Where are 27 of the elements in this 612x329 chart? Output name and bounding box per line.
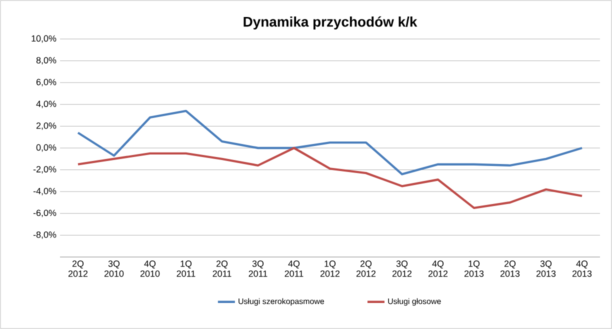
x-tick-label: 3Q 2011 [248,260,268,277]
x-tick-label: 2Q 2012 [356,260,376,277]
x-tick-label: 2Q 2013 [500,260,520,277]
y-tick-label: 2,0% [36,122,56,130]
x-tick-label: 4Q 2013 [572,260,592,277]
x-tick-label: 4Q 2011 [284,260,304,277]
y-tick-label: -2,0% [33,166,56,174]
x-tick-label: 4Q 2012 [428,260,448,277]
y-tick-label: -4,0% [33,188,56,196]
x-tick-label: 4Q 2010 [140,260,160,277]
y-tick-label: -6,0% [33,210,56,218]
x-tick-label: 2Q 2011 [212,260,232,277]
y-tick-label: 10,0% [32,35,56,43]
x-tick-label: 3Q 2010 [104,260,124,277]
y-tick-label: 0,0% [36,144,56,152]
y-tick-label: 4,0% [36,100,56,108]
y-tick-label: 8,0% [36,57,56,64]
x-tick-label: 2Q 2012 [68,260,88,277]
line-series [76,110,584,176]
chart-title: Dynamika przychodów k/k [244,16,418,30]
x-tick-label: 1Q 2011 [176,260,196,277]
y-tick-label: 6,0% [36,78,56,86]
x-tick-label: 3Q 2013 [536,260,556,277]
x-tick-label: 1Q 2012 [320,260,340,277]
x-tick-label: 3Q 2012 [392,260,412,277]
y-tick-label: -8,0% [33,231,56,239]
x-tick-label: 1Q 2013 [464,260,484,277]
